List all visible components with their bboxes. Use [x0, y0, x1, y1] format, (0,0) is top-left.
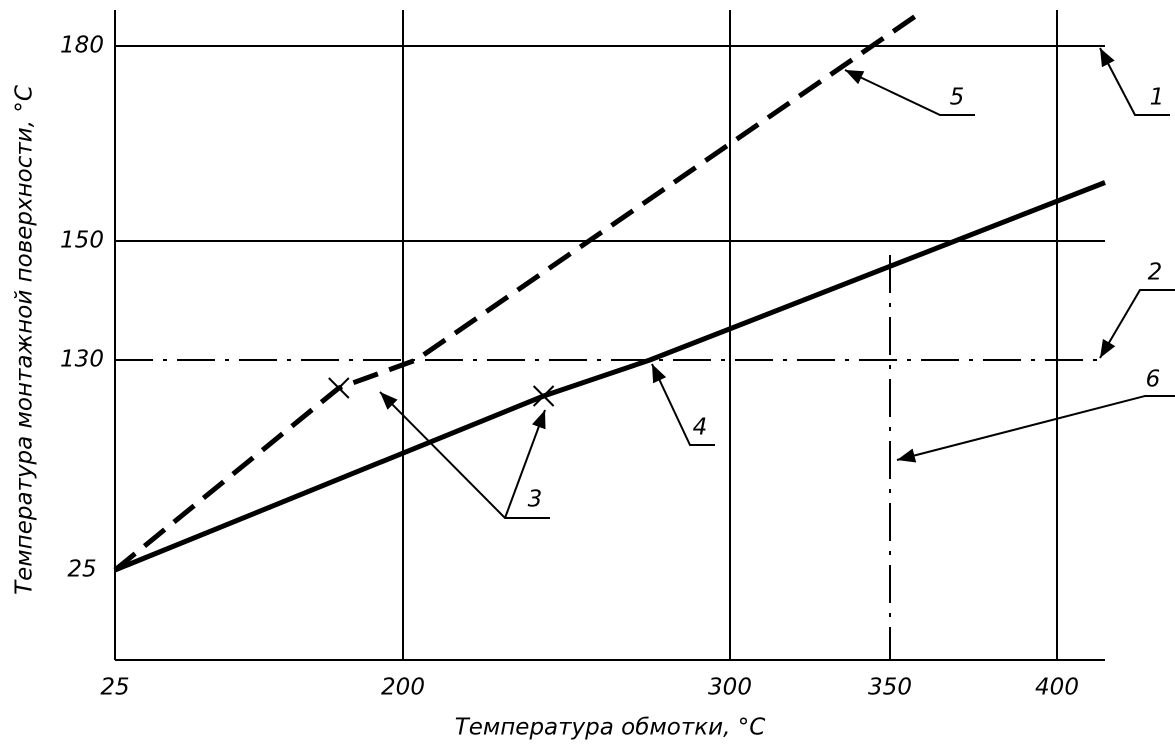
- annotation-label: 3: [528, 487, 543, 513]
- point-marker: [328, 377, 350, 399]
- point-marker: [532, 385, 555, 407]
- y-tick-label: 180: [60, 33, 104, 59]
- annotation-label: 5: [950, 85, 965, 111]
- x-tick-label: 350: [868, 675, 912, 701]
- x-tick-label: 25: [100, 675, 129, 701]
- leader-arrow: [1099, 289, 1175, 359]
- leader-arrow: [844, 69, 975, 116]
- annotation-label: 6: [1146, 367, 1161, 393]
- x-tick-label: 400: [1035, 675, 1079, 701]
- x-tick-label: 200: [381, 675, 425, 701]
- leader-arrow: [1099, 47, 1170, 116]
- x-axis-label: Температура обмотки, °C: [455, 715, 766, 741]
- series-line: [114, 180, 1106, 573]
- annotation-label: 1: [1150, 85, 1165, 111]
- series-line: [113, 12, 920, 572]
- y-tick-label: 25: [67, 557, 96, 583]
- leader-arrow: [504, 409, 546, 519]
- y-tick-label: 150: [60, 228, 104, 254]
- annotation-label: 4: [693, 415, 708, 441]
- y-axis-label: Температура монтажной поверхности, °C: [12, 85, 38, 595]
- annotation-label: 2: [1148, 260, 1163, 286]
- leader-arrow: [896, 395, 1175, 463]
- y-tick-label: 130: [60, 347, 104, 373]
- leader-arrow: [651, 363, 715, 446]
- x-tick-label: 300: [708, 675, 752, 701]
- leader-arrow: [379, 391, 550, 519]
